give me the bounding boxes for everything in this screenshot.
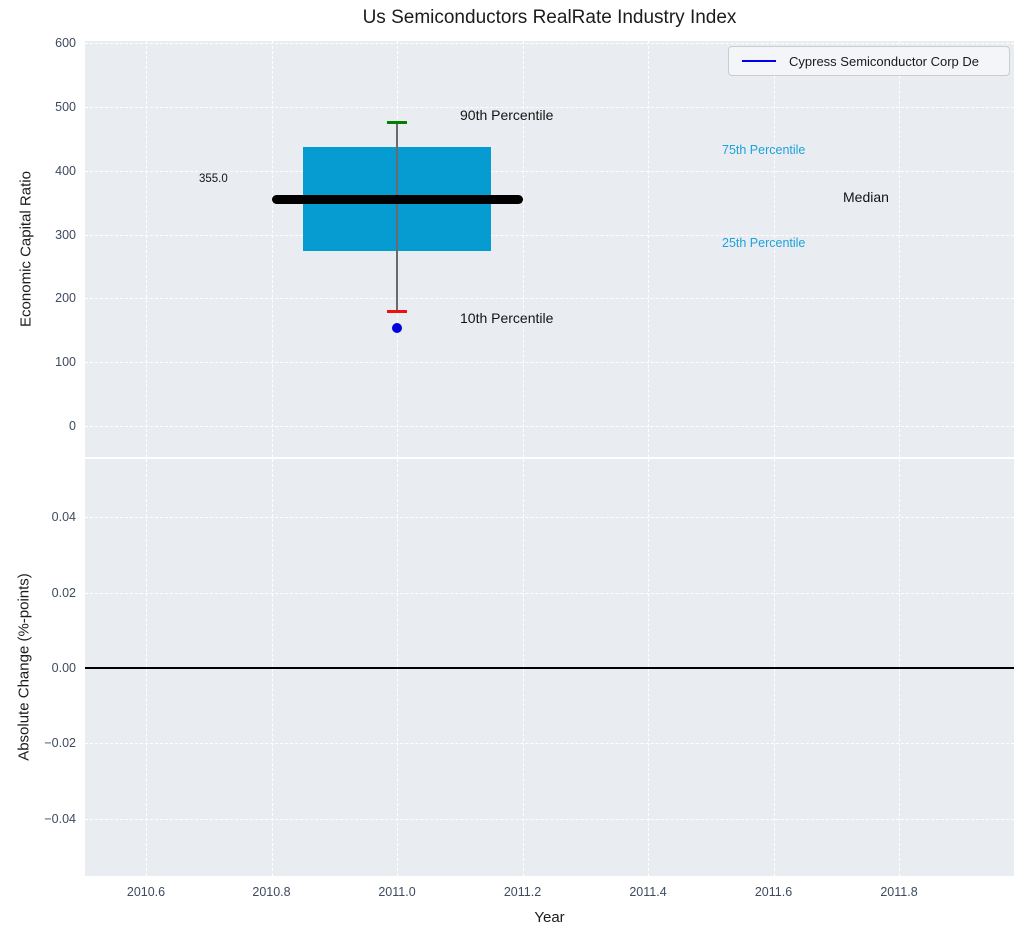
- gridline: [899, 41, 900, 457]
- y-tick-label: 0.00: [0, 660, 76, 676]
- x-axis-label: Year: [85, 909, 1014, 926]
- gridline: [85, 298, 1014, 299]
- median-value-label: 355.0: [199, 173, 228, 185]
- gridline: [648, 41, 649, 457]
- y-tick-label: 400: [0, 163, 76, 179]
- y-tick-label: 100: [0, 354, 76, 370]
- bottom-plot-area: [85, 459, 1014, 876]
- gridline: [272, 41, 273, 457]
- boxplot-whisker: [396, 123, 397, 311]
- whisker-cap-10th: [387, 310, 407, 313]
- whisker-cap-90th: [387, 121, 407, 124]
- gridline: [85, 517, 1014, 518]
- legend[interactable]: Cypress Semiconductor Corp De: [728, 46, 1010, 76]
- y-tick-label: 300: [0, 227, 76, 243]
- gridline: [85, 743, 1014, 744]
- gridline: [85, 593, 1014, 594]
- legend-series-label: Cypress Semiconductor Corp De: [789, 54, 979, 69]
- y-tick-label: 500: [0, 99, 76, 115]
- gridline: [523, 41, 524, 457]
- boxplot-median-line: [272, 195, 523, 204]
- x-tick-label: 2011.0: [357, 885, 437, 899]
- annotation-25th-percentile: 25th Percentile: [722, 236, 805, 250]
- x-tick-label: 2011.2: [483, 885, 563, 899]
- gridline: [85, 43, 1014, 44]
- y-tick-label: 600: [0, 35, 76, 51]
- annotation-75th-percentile: 75th Percentile: [722, 143, 805, 157]
- zero-reference-line: [85, 667, 1014, 669]
- gridline: [85, 362, 1014, 363]
- gridline: [85, 819, 1014, 820]
- company-data-point: [392, 323, 402, 333]
- top-plot-area: [85, 41, 1014, 457]
- x-tick-label: 2010.8: [232, 885, 312, 899]
- y-tick-label: 200: [0, 290, 76, 306]
- y-tick-label: −0.04: [0, 811, 76, 827]
- annotation-90th-percentile: 90th Percentile: [460, 107, 553, 123]
- y-tick-label: 0: [0, 418, 76, 434]
- x-tick-label: 2011.4: [608, 885, 688, 899]
- chart-title: Us Semiconductors RealRate Industry Inde…: [85, 7, 1014, 29]
- x-tick-label: 2011.8: [859, 885, 939, 899]
- figure: Us Semiconductors RealRate Industry Inde…: [0, 0, 1025, 940]
- gridline: [85, 426, 1014, 427]
- legend-line-swatch: [742, 60, 776, 62]
- y-tick-label: −0.02: [0, 735, 76, 751]
- x-tick-label: 2010.6: [106, 885, 186, 899]
- gridline: [85, 171, 1014, 172]
- y-tick-label: 0.02: [0, 585, 76, 601]
- annotation-10th-percentile: 10th Percentile: [460, 310, 553, 326]
- gridline: [85, 235, 1014, 236]
- y-tick-label: 0.04: [0, 509, 76, 525]
- gridline: [146, 41, 147, 457]
- x-tick-label: 2011.6: [734, 885, 814, 899]
- annotation-median: Median: [843, 189, 889, 205]
